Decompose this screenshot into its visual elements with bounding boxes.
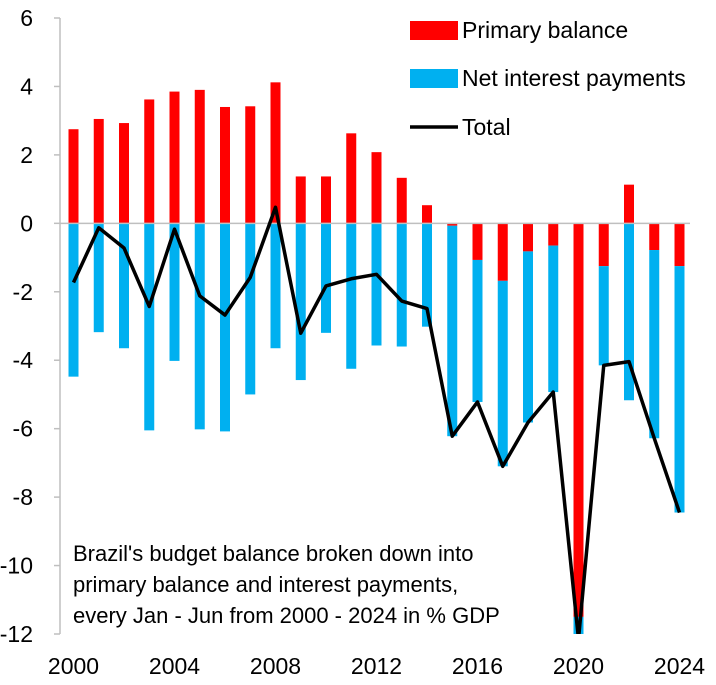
primary-balance-bar — [624, 184, 634, 224]
primary-balance-bar — [497, 223, 508, 281]
net-interest-bar — [245, 223, 256, 395]
net-interest-bar — [548, 245, 559, 393]
net-interest-bar — [144, 223, 155, 431]
primary-balance-bar — [93, 118, 104, 224]
x-tick-labels: 2000 2004 2008 2012 2016 2020 2024 — [48, 653, 705, 679]
y-tick-label: -6 — [13, 416, 33, 442]
x-tick-label: 2004 — [149, 653, 200, 679]
legend-swatch — [410, 21, 458, 40]
total-line-group — [71, 205, 682, 634]
y-tick-label: -10 — [0, 553, 33, 579]
net-interest-bar — [598, 266, 609, 366]
legend-label: Total — [462, 114, 511, 140]
primary-balance-bar — [422, 205, 432, 224]
net-interest-bar — [321, 223, 331, 333]
y-tick-label: 0 — [20, 210, 33, 236]
y-tick-label: 2 — [20, 142, 33, 168]
primary-balance-bar — [270, 82, 281, 224]
net-interest-bar — [649, 250, 660, 439]
chart-annotation: Brazil's budget balance broken down into… — [73, 541, 500, 628]
y-tick-labels: 6 4 2 0 -2 -4 -6 -8 -10 -12 — [0, 5, 33, 647]
x-tick-label: 2012 — [351, 653, 402, 679]
net-interest-bar — [422, 223, 432, 327]
annotation-line: primary balance and interest payments, — [73, 572, 458, 597]
primary-balance-bar — [194, 89, 205, 224]
net-interest-bar — [674, 266, 685, 513]
primary-balance-bar — [346, 133, 357, 224]
annotation-line: every Jan - Jun from 2000 - 2024 in % GD… — [73, 603, 500, 628]
net-interest-bar — [68, 223, 79, 377]
y-tick-label: -8 — [13, 484, 33, 510]
net-interest-bar — [270, 223, 281, 349]
primary-balance-bar — [598, 223, 609, 267]
primary-balance-bar — [68, 129, 79, 224]
x-tick-label: 2000 — [48, 653, 99, 679]
net-interest-bar — [119, 223, 129, 349]
primary-balance-bar — [573, 223, 584, 617]
primary-balance-bar — [649, 223, 660, 251]
primary-balance-bar — [169, 91, 180, 224]
net-interest-bar — [447, 225, 458, 437]
total-line — [71, 205, 682, 634]
x-tick-label: 2008 — [250, 653, 301, 679]
x-tick-label: 2020 — [553, 653, 604, 679]
chart-legend: Primary balance Net interest payments Tota… — [410, 17, 686, 140]
primary-balance-bar — [144, 99, 155, 224]
primary-balance-bar — [119, 123, 129, 224]
legend-swatch — [410, 69, 458, 88]
primary-balance-bar — [674, 223, 685, 267]
net-interest-bars — [68, 223, 685, 634]
y-tick-label: -2 — [13, 279, 33, 305]
net-interest-bar — [194, 223, 205, 430]
legend-label: Net interest payments — [462, 65, 686, 91]
y-tick-label: -12 — [0, 621, 33, 647]
primary-balance-bar — [472, 223, 483, 260]
primary-balance-bars — [68, 82, 685, 617]
primary-balance-bar — [447, 223, 458, 226]
net-interest-bar — [220, 223, 230, 432]
net-interest-bar — [472, 259, 483, 402]
net-interest-bar — [346, 223, 357, 369]
net-interest-bar — [93, 223, 104, 333]
net-interest-bar — [523, 251, 533, 423]
y-tick-label: 4 — [20, 73, 33, 99]
y-tick-label: -4 — [13, 347, 34, 373]
primary-balance-bar — [220, 106, 230, 224]
legend-label: Primary balance — [462, 17, 628, 43]
net-interest-bar — [497, 280, 508, 467]
y-tick-label: 6 — [20, 5, 33, 31]
primary-balance-bar — [548, 223, 559, 246]
primary-balance-bar — [396, 177, 407, 224]
net-interest-bar — [295, 223, 306, 381]
primary-balance-bar — [295, 176, 306, 224]
net-interest-bar — [169, 223, 180, 361]
primary-balance-bar — [523, 223, 533, 252]
x-tick-label: 2024 — [654, 653, 705, 679]
primary-balance-bar — [245, 106, 256, 224]
net-interest-bar — [624, 223, 634, 401]
chart-axes — [54, 17, 690, 635]
annotation-line: Brazil's budget balance broken down into — [73, 541, 473, 566]
x-tick-label: 2016 — [452, 653, 503, 679]
net-interest-bar — [371, 223, 382, 346]
primary-balance-bar — [371, 152, 382, 224]
primary-balance-bar — [321, 176, 331, 224]
net-interest-bar — [396, 223, 407, 347]
